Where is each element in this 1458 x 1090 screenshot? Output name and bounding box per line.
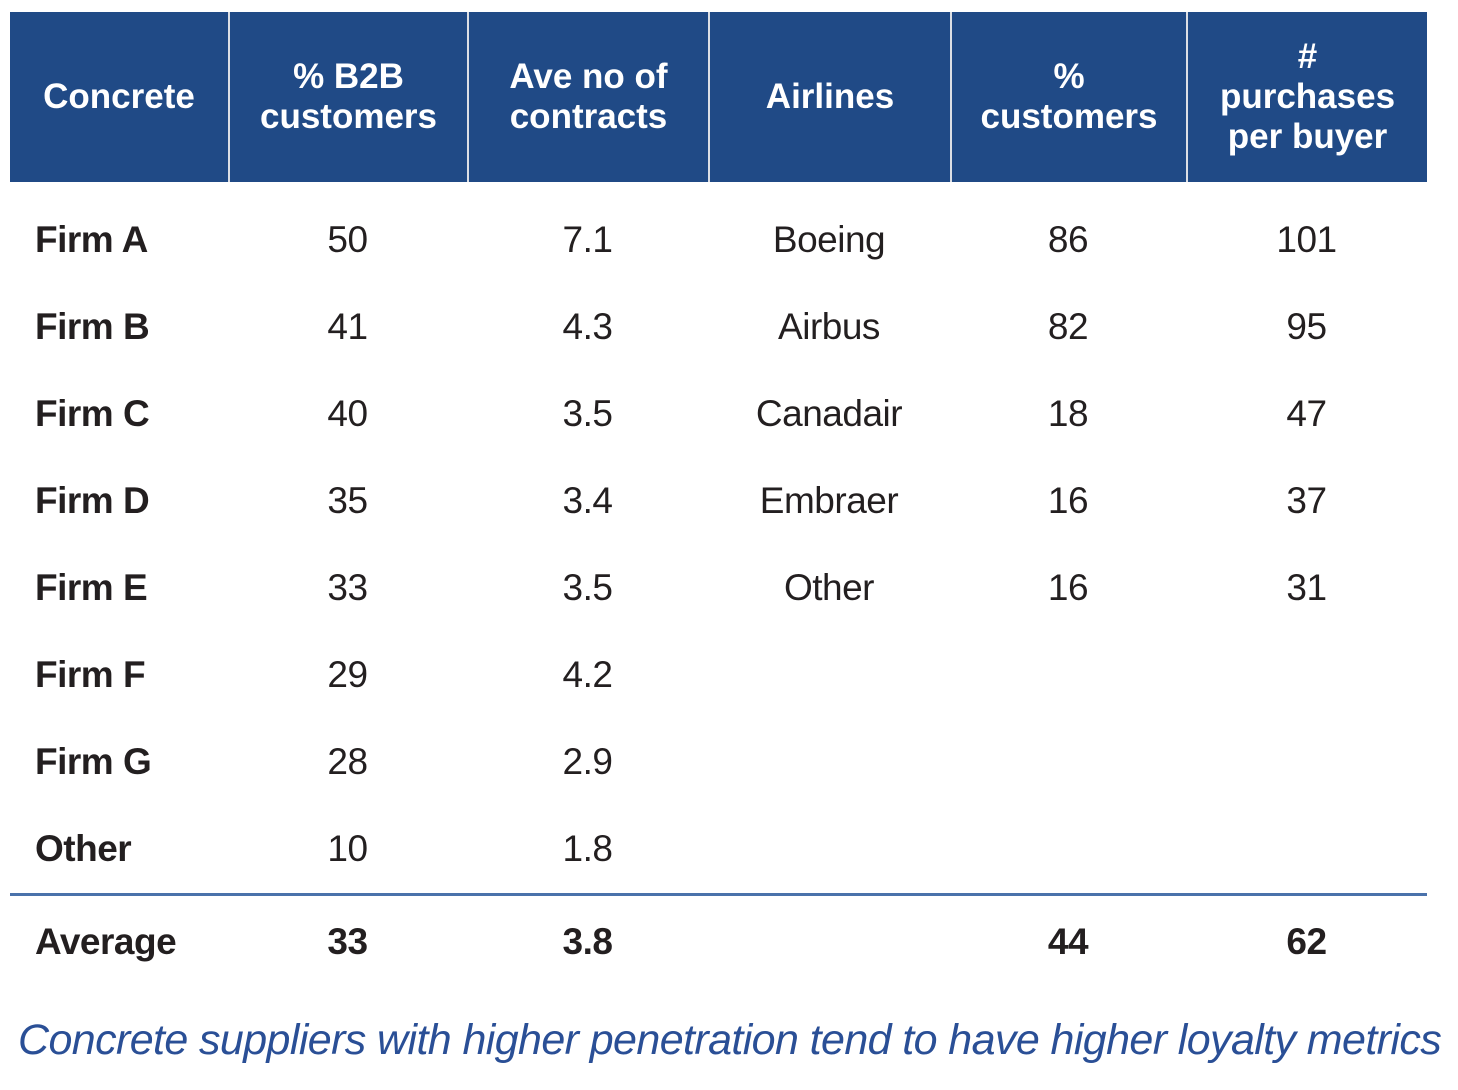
table-row: Firm F 29 4.2	[10, 631, 1427, 718]
airline-cell: Canadair	[755, 392, 903, 434]
column-header-airlines: Airlines	[708, 12, 950, 182]
airline-cell: Airbus	[778, 305, 880, 347]
b2b-customers-cell: 41	[327, 305, 368, 347]
column-header-concrete: Concrete	[10, 12, 228, 182]
table-row: Firm B 41 4.3 Airbus 82 95	[10, 283, 1427, 370]
table-row: Firm E 33 3.5 Other 16 31	[10, 544, 1427, 631]
average-divider-line	[10, 893, 1427, 896]
figure-caption: Concrete suppliers with higher penetrati…	[18, 1016, 1442, 1064]
table-header-row: Concrete % B2B customers Ave no of contr…	[10, 12, 1427, 182]
airline-cell: Other	[783, 566, 875, 608]
purchases-cell: 95	[1286, 305, 1327, 347]
concrete-firm-cell: Firm F	[35, 653, 146, 695]
b2b-customers-cell: 28	[327, 740, 368, 782]
b2b-customers-cell: 10	[327, 827, 368, 869]
contracts-cell: 3.5	[562, 566, 613, 608]
table-row: Firm C 40 3.5 Canadair 18 47	[10, 370, 1427, 457]
table-row: Firm A 50 7.1 Boeing 86 101	[10, 196, 1427, 283]
average-b2b-customers-cell: 33	[327, 921, 368, 962]
concrete-firm-cell: Firm B	[35, 305, 150, 347]
purchases-cell: 31	[1286, 566, 1327, 608]
customers-cell: 16	[1047, 479, 1089, 521]
average-customers-cell: 44	[1047, 921, 1089, 962]
b2b-customers-cell: 29	[327, 653, 368, 695]
concrete-firm-cell: Firm A	[35, 218, 148, 260]
concrete-firm-cell: Other	[35, 827, 132, 869]
b2b-customers-cell: 50	[327, 218, 368, 260]
table-body: Firm A 50 7.1 Boeing 86 101 Firm B 41 4.…	[10, 182, 1427, 988]
concrete-firm-cell: Firm D	[35, 479, 150, 521]
customers-cell: 16	[1047, 566, 1089, 608]
contracts-cell: 7.1	[562, 218, 613, 260]
airline-cell: Embraer	[759, 479, 899, 521]
purchases-cell: 37	[1286, 479, 1327, 521]
customers-cell: 82	[1047, 305, 1089, 347]
average-contracts-cell: 3.8	[562, 921, 613, 962]
contracts-cell: 2.9	[562, 740, 613, 782]
average-label: Average	[35, 921, 177, 962]
purchases-cell: 101	[1276, 218, 1337, 260]
purchases-cell: 47	[1286, 392, 1327, 434]
contracts-cell: 3.5	[562, 392, 613, 434]
column-header-customers: % customers	[950, 12, 1186, 182]
concrete-firm-cell: Firm G	[35, 740, 152, 782]
contracts-cell: 3.4	[562, 479, 613, 521]
column-header-purchases-per-buyer: # purchases per buyer	[1186, 12, 1427, 182]
table-row: Other 10 1.8	[10, 805, 1427, 892]
contracts-cell: 4.2	[562, 653, 613, 695]
contracts-cell: 1.8	[562, 827, 613, 869]
customers-cell: 86	[1047, 218, 1089, 260]
average-purchases-cell: 62	[1286, 921, 1327, 962]
b2b-customers-cell: 33	[327, 566, 368, 608]
b2b-customers-cell: 40	[327, 392, 368, 434]
column-header-contracts: Ave no of contracts	[467, 12, 708, 182]
customers-cell: 18	[1047, 392, 1089, 434]
concrete-firm-cell: Firm C	[35, 392, 150, 434]
column-header-b2b-customers: % B2B customers	[228, 12, 467, 182]
average-row: Average 33 3.8 44 62	[10, 896, 1427, 988]
table-row: Firm G 28 2.9	[10, 718, 1427, 805]
airline-cell: Boeing	[772, 218, 886, 260]
concrete-firm-cell: Firm E	[35, 566, 148, 608]
b2b-customers-cell: 35	[327, 479, 368, 521]
table-row: Firm D 35 3.4 Embraer 16 37	[10, 457, 1427, 544]
data-table: Concrete % B2B customers Ave no of contr…	[10, 12, 1427, 988]
contracts-cell: 4.3	[562, 305, 613, 347]
